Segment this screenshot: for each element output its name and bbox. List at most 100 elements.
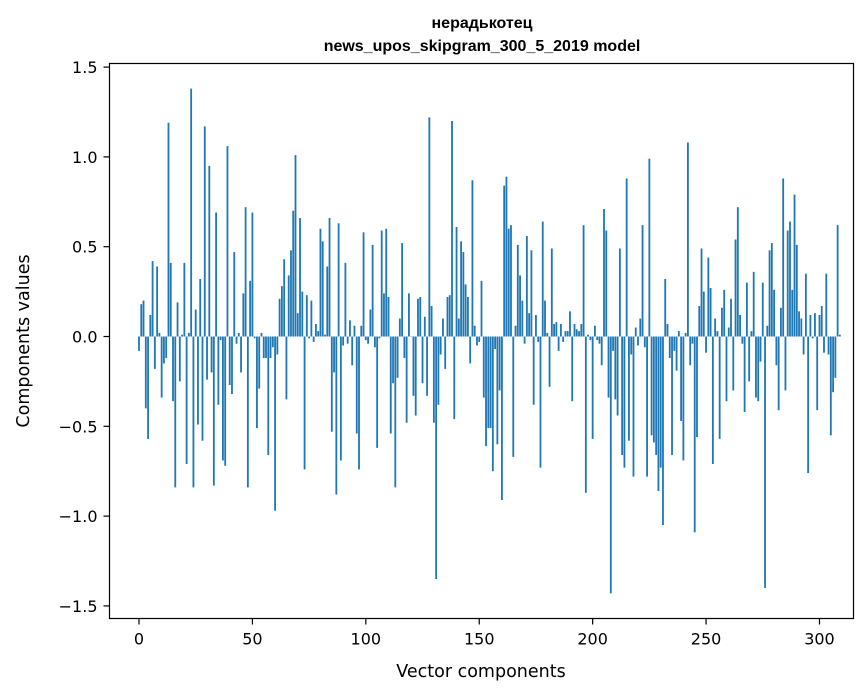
bar xyxy=(206,336,208,380)
bar xyxy=(231,336,233,394)
bar xyxy=(482,336,485,398)
bar xyxy=(814,313,816,337)
bar xyxy=(301,291,304,337)
bar xyxy=(827,336,830,355)
bar xyxy=(317,331,320,337)
bar xyxy=(387,297,390,337)
bar xyxy=(607,336,610,398)
bar xyxy=(725,336,728,402)
bar xyxy=(489,336,492,429)
bar xyxy=(614,336,617,400)
bar xyxy=(632,336,635,477)
bar xyxy=(224,336,227,466)
bar xyxy=(328,217,331,337)
bar xyxy=(287,275,290,337)
bar xyxy=(587,334,590,337)
bar xyxy=(718,336,721,439)
bar xyxy=(775,336,778,366)
bar xyxy=(342,336,345,346)
bar xyxy=(659,336,662,468)
bar xyxy=(215,212,218,337)
bar xyxy=(163,336,165,364)
bar xyxy=(469,336,472,364)
bar xyxy=(755,336,757,398)
bar xyxy=(514,325,517,337)
bar xyxy=(770,243,773,337)
y-tick-label: 1.5 xyxy=(72,58,97,77)
bar xyxy=(609,336,612,594)
bar xyxy=(550,248,553,337)
bar xyxy=(156,266,159,337)
bar xyxy=(439,336,442,355)
bar xyxy=(208,165,211,337)
bar xyxy=(256,336,258,429)
bar xyxy=(394,336,397,488)
bar xyxy=(430,305,433,337)
bar xyxy=(541,221,544,337)
bar xyxy=(396,336,399,378)
bar xyxy=(174,336,177,488)
bar xyxy=(294,155,297,337)
bar xyxy=(752,271,755,337)
bar xyxy=(705,336,707,353)
bar xyxy=(562,336,565,342)
y-tick-label: 1.0 xyxy=(72,148,97,167)
bar xyxy=(158,332,161,337)
bar xyxy=(569,311,571,337)
bar xyxy=(707,257,710,337)
bar xyxy=(203,126,206,337)
bar xyxy=(823,336,825,353)
bar xyxy=(544,300,546,337)
bar xyxy=(244,207,247,337)
bar xyxy=(741,336,744,344)
bar xyxy=(351,336,354,366)
bar xyxy=(675,336,678,371)
bar xyxy=(324,334,326,337)
bar xyxy=(657,336,660,491)
bar xyxy=(487,336,490,429)
bar xyxy=(575,329,578,337)
bar xyxy=(668,336,671,359)
bar xyxy=(419,297,422,337)
bar xyxy=(437,336,440,405)
bar xyxy=(818,314,821,337)
bar xyxy=(367,336,369,344)
bar xyxy=(457,318,460,337)
x-tick-label: 0 xyxy=(134,630,144,649)
chart-subtitle: news_upos_skipgram_300_5_2019 model xyxy=(324,38,641,55)
bar xyxy=(804,273,807,337)
bar xyxy=(169,262,172,337)
bar xyxy=(142,300,145,337)
bar xyxy=(485,336,487,447)
x-tick-label: 100 xyxy=(351,630,382,649)
bar xyxy=(414,336,417,416)
bar xyxy=(364,336,367,341)
bar xyxy=(573,323,576,337)
bar xyxy=(628,336,630,441)
bar xyxy=(280,286,283,337)
bar xyxy=(335,336,338,495)
bar xyxy=(285,336,288,400)
bar xyxy=(292,210,295,337)
bar xyxy=(276,336,279,355)
bar xyxy=(748,336,751,382)
bar xyxy=(680,336,683,421)
chart-title: нерадькотец xyxy=(432,15,533,32)
bar xyxy=(739,314,741,337)
bar xyxy=(349,320,351,337)
bar xyxy=(398,318,401,337)
bar xyxy=(299,217,301,337)
bar xyxy=(743,336,746,412)
bar xyxy=(501,336,503,500)
bar xyxy=(582,225,585,337)
bar xyxy=(333,336,335,373)
bar xyxy=(464,284,467,337)
bar xyxy=(671,336,673,456)
bar xyxy=(451,120,453,337)
y-tick-label: 0.0 xyxy=(72,328,97,347)
bar xyxy=(432,336,435,423)
bar xyxy=(564,331,567,337)
bar xyxy=(480,280,483,337)
y-tick-label: −0.5 xyxy=(59,417,98,436)
bar xyxy=(616,336,619,416)
